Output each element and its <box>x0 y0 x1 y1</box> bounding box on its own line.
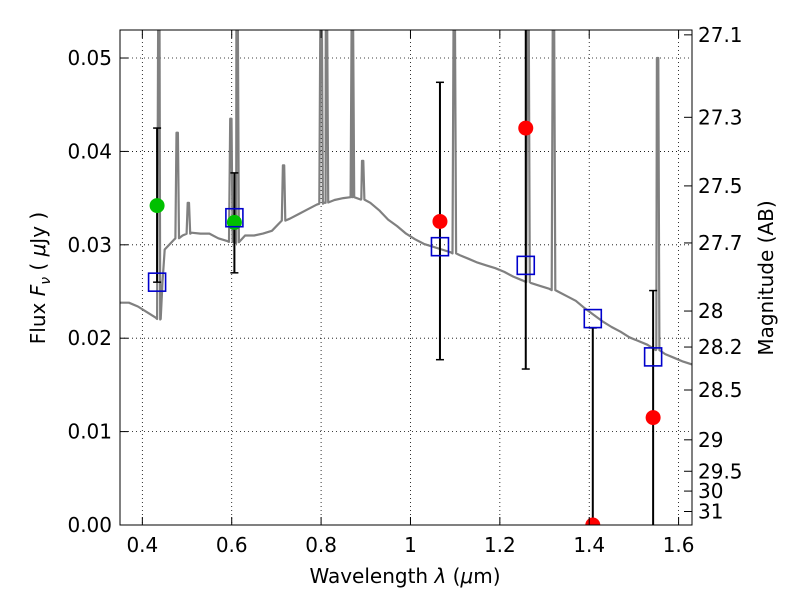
magnitude-tick-label: 27.3 <box>698 105 743 129</box>
y-axis-title: Flux Fν ( μJy ) <box>26 212 54 344</box>
magnitude-tick-label: 28 <box>698 299 723 323</box>
y-tick-label: 0.00 <box>67 513 112 537</box>
data-point-square <box>643 347 663 367</box>
magnitude-tick-label: 27.7 <box>698 231 743 255</box>
data-point-square <box>225 207 244 228</box>
data-point-circle <box>518 120 534 136</box>
data-point-square <box>430 236 450 257</box>
x-tick-label: 1 <box>404 533 417 557</box>
magnitude-tick-label: 27.1 <box>698 23 743 47</box>
x-tick-label: 0.8 <box>305 533 337 557</box>
magnitude-tick-label: 31 <box>698 500 723 524</box>
y-tick-label: 0.03 <box>67 233 112 257</box>
model-spectrum-line <box>120 30 692 366</box>
data-point-square <box>147 272 167 292</box>
data-point-circle <box>432 213 448 229</box>
data-point-circle <box>645 410 661 426</box>
magnitude-tick-label: 28.5 <box>698 378 743 402</box>
magnitude-tick-label: 28.2 <box>698 335 743 359</box>
magnitude-tick-label: 29 <box>698 428 723 452</box>
y-tick-label: 0.01 <box>67 420 112 444</box>
data-point-square <box>516 255 536 276</box>
y-axis: 0.00 0.01 0.02 0.03 0.04 0.05 <box>67 46 128 537</box>
magnitude-axis-title: Magnitude (AB) <box>754 200 778 355</box>
y-tick-label: 0.05 <box>67 46 112 70</box>
x-tick-label: 1.2 <box>484 533 516 557</box>
data-point-circle <box>226 214 242 230</box>
magnitude-tick-label: 30 <box>698 479 723 503</box>
x-axis-title: Wavelength λ (μm) <box>309 564 500 588</box>
magnitude-tick-label: 29.5 <box>698 459 743 483</box>
data-point-square <box>583 308 603 329</box>
x-tick-label: 0.4 <box>126 533 158 557</box>
magnitude-tick-label: 27.5 <box>698 174 743 198</box>
y-tick-label: 0.04 <box>67 139 112 163</box>
data-point-circle <box>149 198 165 214</box>
plot-area <box>120 30 692 525</box>
y-tick-label: 0.02 <box>67 326 112 350</box>
x-tick-label: 1.4 <box>573 533 605 557</box>
plot-frame <box>119 29 693 526</box>
x-tick-label: 0.6 <box>216 533 248 557</box>
x-tick-label: 1.6 <box>663 533 695 557</box>
x-axis: 0.4 0.6 0.8 1 1.2 1.4 1.6 <box>126 30 695 557</box>
